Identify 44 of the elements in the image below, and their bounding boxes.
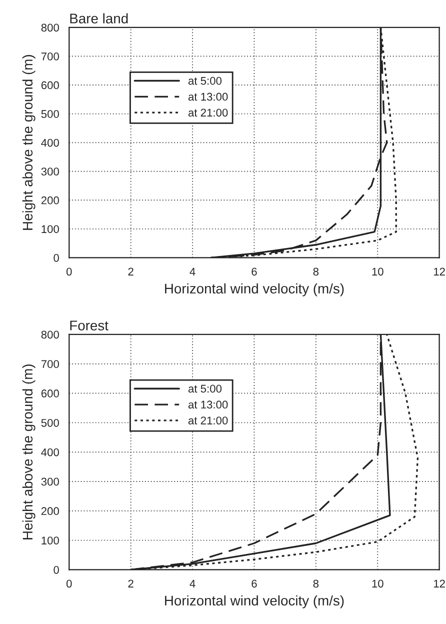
y-tick-label: 800	[41, 330, 59, 339]
y-tick-label: 100	[42, 225, 59, 234]
y-tick-label: 700	[41, 360, 59, 368]
y-tick-label: 200	[41, 507, 59, 516]
legend-label: at 5:00	[188, 384, 222, 393]
y-tick-label: 100	[42, 536, 59, 544]
legend-label: at 21:00	[188, 108, 228, 117]
x-tick-label: 6	[252, 580, 257, 588]
x-tick-label: 0	[66, 268, 72, 276]
x-tick-label: 12	[434, 268, 445, 276]
y-axis-title: Height above the ground (m)	[22, 364, 36, 540]
y-tick-label: 600	[41, 390, 59, 398]
legend-label: at 13:00	[188, 92, 228, 101]
x-tick-label: 8	[313, 268, 319, 276]
x-tick-label: 6	[252, 268, 257, 276]
chart-title: Forest	[70, 320, 108, 330]
y-tick-label: 600	[41, 81, 59, 90]
y-tick-label: 400	[41, 448, 59, 456]
y-tick-label: 200	[41, 196, 59, 204]
y-tick-label: 500	[41, 418, 59, 427]
x-tick-label: 4	[190, 580, 196, 588]
y-tick-label: 800	[41, 24, 59, 32]
x-axis-title: Horizontal wind velocity (m/s)	[165, 595, 344, 608]
legend-label: at 21:00	[188, 416, 228, 424]
y-tick-label: 400	[41, 138, 59, 147]
y-tick-label: 0	[54, 254, 59, 262]
x-tick-label: 12	[434, 580, 445, 588]
legend-label: at 5:00	[188, 76, 222, 85]
x-tick-label: 2	[128, 268, 134, 276]
x-tick-label: 8	[313, 580, 319, 588]
x-axis-title: Horizontal wind velocity (m/s)	[165, 283, 344, 296]
x-tick-label: 0	[66, 580, 72, 588]
x-tick-label: 10	[372, 268, 384, 276]
x-tick-label: 10	[372, 580, 384, 588]
y-tick-label: 300	[41, 478, 59, 486]
y-tick-label: 500	[41, 110, 59, 118]
x-tick-label: 2	[128, 580, 134, 588]
y-axis-title: Height above the ground (m)	[22, 55, 36, 230]
legend-label: at 13:00	[188, 400, 228, 409]
y-tick-label: 700	[41, 52, 59, 60]
y-tick-label: 0	[54, 566, 59, 574]
chart-title: Bare land	[70, 13, 128, 24]
y-tick-label: 300	[41, 168, 59, 176]
x-tick-label: 4	[190, 268, 196, 276]
